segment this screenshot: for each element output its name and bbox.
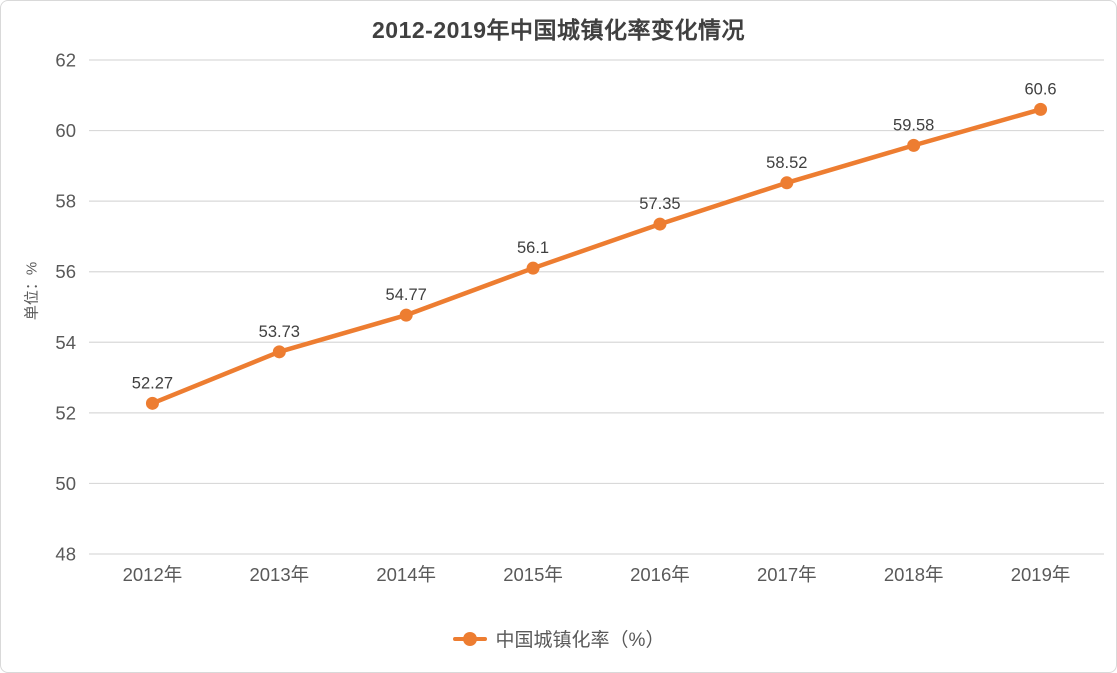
data-point-label: 56.1 <box>517 239 549 257</box>
data-point-marker <box>653 217 667 231</box>
x-axis-label: 2016年 <box>630 564 690 585</box>
data-point-marker <box>145 396 159 410</box>
x-axis-label: 2019年 <box>1011 564 1071 585</box>
x-axis-label: 2017年 <box>757 564 817 585</box>
y-axis-tick-label: 60 <box>55 120 76 141</box>
data-point-marker <box>272 345 286 359</box>
y-axis-tick-label: 56 <box>55 261 76 282</box>
y-axis-tick-label: 48 <box>55 544 76 565</box>
data-point-label: 54.77 <box>386 286 427 304</box>
data-point-marker <box>1034 102 1048 116</box>
y-axis-tick-label: 52 <box>55 402 76 423</box>
series-line <box>150 107 1043 406</box>
data-point-label: 52.27 <box>132 374 173 392</box>
data-point-label: 57.35 <box>639 195 680 213</box>
chart-title: 2012-2019年中国城镇化率变化情况 <box>372 17 745 43</box>
legend-line-marker-icon <box>452 631 487 646</box>
data-point-marker <box>399 308 413 322</box>
y-axis-tick-label: 50 <box>55 473 76 494</box>
legend-dot-icon <box>462 631 477 646</box>
y-axis-tick-label: 54 <box>55 332 76 353</box>
data-point-marker <box>780 176 794 190</box>
x-axis-label: 2012年 <box>123 564 183 585</box>
legend: 中国城镇化率（%） <box>1 625 1116 652</box>
data-point-label: 58.52 <box>766 154 807 172</box>
data-point-marker <box>526 261 540 275</box>
data-point-label: 60.6 <box>1025 80 1057 98</box>
x-axis-label: 2014年 <box>376 564 436 585</box>
y-axis-tick-label: 62 <box>55 50 76 71</box>
data-point-label: 59.58 <box>893 116 934 134</box>
x-axis-label: 2015年 <box>503 564 563 585</box>
legend-label: 中国城镇化率（%） <box>495 630 665 651</box>
x-axis-label: 2018年 <box>884 564 944 585</box>
x-axis-label: 2013年 <box>249 564 309 585</box>
y-axis-tick-label: 58 <box>55 191 76 212</box>
data-point-label: 53.73 <box>259 323 300 341</box>
data-point-marker <box>907 138 921 152</box>
